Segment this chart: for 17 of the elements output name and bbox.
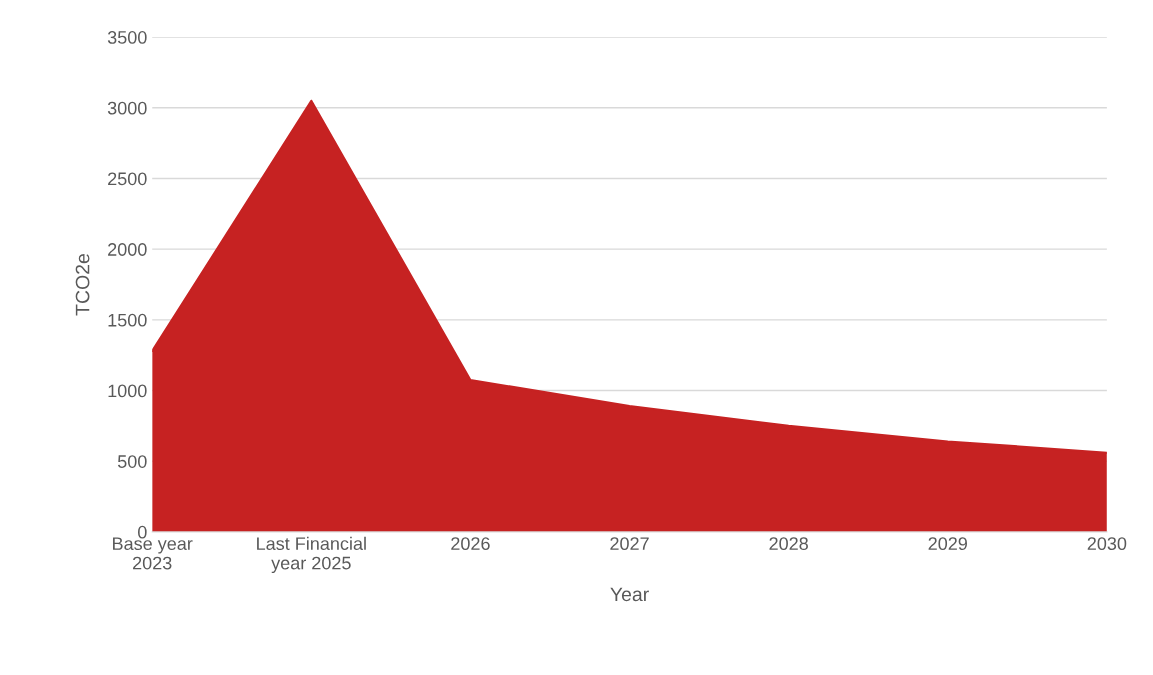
- y-tick-label: 2000: [108, 243, 147, 256]
- y-tick-label: 1500: [108, 313, 147, 327]
- y-tick-label: 3000: [107, 101, 147, 115]
- x-tick-label: Base year 2023: [113, 537, 193, 570]
- x-tick-label: 2028: [769, 537, 808, 551]
- y-tick-label: 3500: [107, 31, 147, 44]
- x-tick-label: Last Financial year 2025: [257, 536, 366, 574]
- y-tick-label: 2500: [108, 172, 147, 186]
- y-tick-label: 1000: [108, 384, 147, 398]
- y-tick-label: 0: [138, 525, 147, 539]
- y-axis-title: TCO2e: [75, 254, 90, 316]
- x-tick-label: 2030: [1087, 537, 1127, 551]
- x-tick-label: 2026: [451, 537, 490, 551]
- x-tick-label: 2027: [610, 537, 649, 551]
- x-tick-label: 2029: [928, 537, 967, 551]
- x-axis-title: Year: [610, 587, 649, 602]
- y-tick-label: 500: [117, 455, 147, 468]
